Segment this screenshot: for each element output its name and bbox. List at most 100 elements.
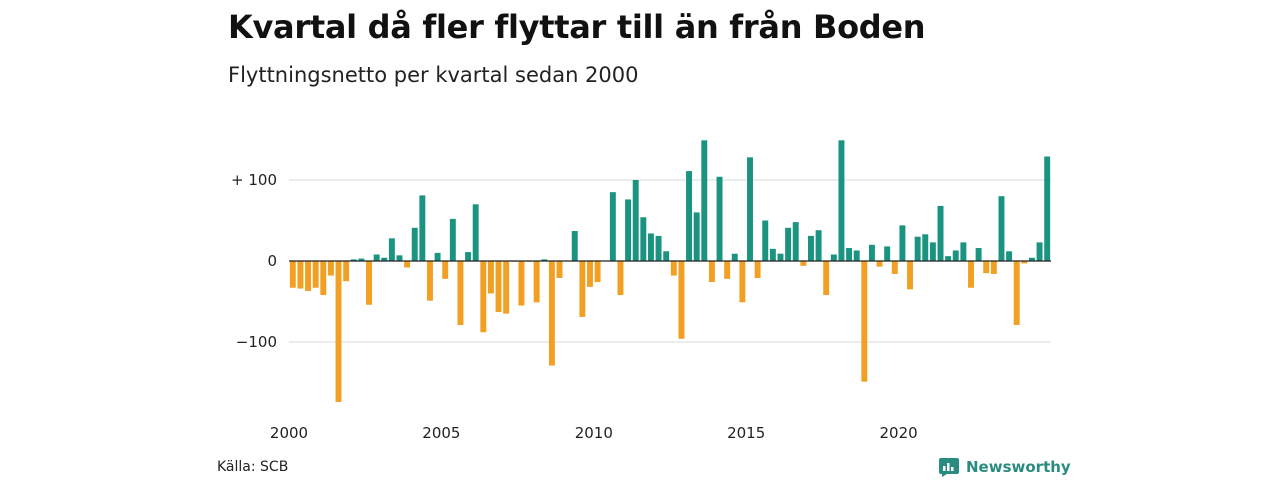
bar	[480, 261, 487, 333]
bar	[937, 205, 944, 261]
bar	[853, 250, 860, 261]
bar	[975, 248, 982, 261]
bar	[472, 204, 479, 261]
x-tick-label: 2000	[270, 424, 308, 442]
bar	[396, 255, 403, 261]
bar	[1013, 261, 1020, 325]
bar	[663, 251, 670, 261]
bar	[320, 261, 327, 296]
bar	[724, 261, 731, 279]
bar	[777, 253, 784, 261]
bar	[617, 261, 624, 296]
bar	[998, 196, 1005, 261]
bar	[609, 192, 616, 261]
y-tick-label: 0	[267, 252, 277, 270]
bar	[846, 248, 853, 261]
bar	[922, 234, 929, 261]
tick-labels: + 100 0 −100 2000 2005 2010 2015 2020	[231, 171, 918, 442]
chart-title: Kvartal då fler flyttar till än från Bod…	[228, 8, 926, 46]
bar	[457, 261, 464, 325]
bar	[533, 261, 540, 303]
chart-subtitle: Flyttningsnetto per kvartal sedan 2000	[228, 63, 639, 87]
bar	[769, 248, 776, 261]
bar	[404, 261, 411, 268]
bar	[983, 261, 990, 274]
bar	[701, 140, 708, 261]
bar	[876, 261, 883, 267]
bar	[907, 261, 913, 290]
bar	[632, 180, 639, 261]
bar	[1028, 257, 1035, 261]
bar	[868, 244, 875, 261]
chart-bubble-icon	[939, 458, 959, 477]
bar	[548, 261, 555, 366]
bar	[952, 250, 959, 261]
bar	[731, 253, 738, 261]
bar	[373, 254, 380, 261]
bar	[929, 242, 936, 261]
bar	[327, 261, 334, 276]
bar	[968, 261, 974, 288]
bar	[914, 236, 921, 261]
bar	[754, 261, 761, 279]
bar	[335, 261, 342, 402]
bar	[305, 261, 312, 291]
grid-lines	[289, 179, 1051, 343]
bar	[838, 140, 845, 261]
bar	[899, 225, 906, 261]
bars	[289, 140, 1051, 402]
bar	[625, 199, 632, 261]
bar	[442, 261, 449, 279]
source-note: Källa: SCB	[217, 459, 289, 475]
bar	[388, 238, 395, 261]
bar	[541, 259, 548, 261]
bar	[434, 252, 441, 261]
bar	[518, 261, 525, 306]
x-tick-label: 2010	[575, 424, 613, 442]
bar	[419, 195, 426, 261]
bar	[708, 261, 715, 283]
bar	[800, 261, 807, 266]
bar	[747, 157, 753, 261]
bar	[1021, 261, 1028, 264]
bar	[640, 217, 647, 261]
y-tick-label: −100	[236, 333, 277, 351]
bar	[785, 227, 792, 261]
bar	[297, 261, 304, 289]
bar	[884, 246, 891, 261]
bar	[945, 256, 952, 261]
bar	[495, 261, 502, 313]
x-tick-label: 2015	[727, 424, 765, 442]
bar	[587, 261, 593, 287]
bar	[487, 261, 494, 294]
y-tick-label: + 100	[231, 171, 277, 189]
bar	[716, 176, 723, 261]
bar	[1044, 156, 1051, 261]
bar	[686, 171, 693, 261]
bar	[411, 227, 418, 261]
bar	[830, 254, 837, 261]
bar	[449, 218, 456, 261]
bar	[556, 261, 563, 279]
bar	[655, 235, 662, 261]
bar	[594, 261, 601, 283]
bar	[762, 220, 769, 261]
bar	[571, 231, 578, 261]
x-tick-label: 2020	[880, 424, 918, 442]
brand-logo[interactable]: Newsworthy	[938, 456, 1071, 478]
bar	[739, 261, 746, 303]
brand-name: Newsworthy	[966, 458, 1071, 476]
bar	[792, 222, 799, 261]
bar	[312, 261, 319, 288]
bar	[693, 212, 700, 261]
bar	[350, 259, 357, 261]
bar	[647, 233, 654, 261]
bar	[861, 261, 868, 382]
bar	[808, 235, 814, 261]
bar	[823, 261, 830, 296]
bar	[678, 261, 685, 339]
bar	[381, 257, 388, 261]
bar	[427, 261, 433, 301]
bar	[289, 261, 296, 288]
